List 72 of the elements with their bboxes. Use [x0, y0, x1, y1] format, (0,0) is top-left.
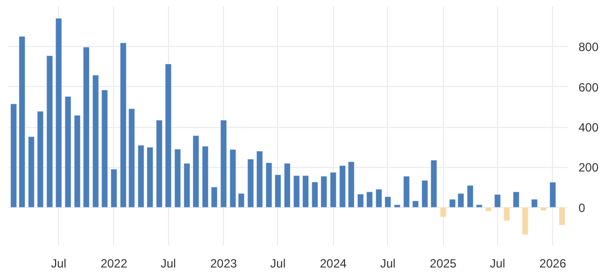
bar: [256, 150, 263, 208]
bar: [64, 96, 72, 208]
bar: [302, 175, 309, 208]
bar: [531, 199, 538, 208]
bar: [540, 207, 547, 211]
bar: [192, 135, 200, 208]
bar: [37, 111, 44, 208]
x-tick-label: 2023: [210, 256, 238, 270]
bar: [92, 74, 99, 208]
bar: [165, 64, 172, 208]
bar: [339, 165, 346, 208]
bar: [138, 145, 144, 208]
bar: [394, 204, 400, 208]
bar: [120, 42, 126, 208]
bar: [28, 136, 35, 208]
y-tick-label: 200: [578, 160, 599, 175]
bar: [284, 163, 291, 208]
bar: [412, 200, 419, 208]
bar: [83, 46, 90, 208]
x-tick-label: 2024: [320, 256, 347, 270]
bar: [312, 182, 318, 208]
y-tick-label: 0: [578, 200, 586, 215]
x-tick-label: Jul: [270, 256, 286, 270]
bar: [202, 146, 208, 208]
bar: [320, 176, 328, 208]
bar: [330, 172, 336, 208]
bar: [440, 207, 446, 218]
bar: [476, 204, 482, 208]
bar: [384, 196, 392, 208]
bar: [466, 185, 474, 208]
bar: [430, 160, 438, 208]
x-tick-label: Jul: [160, 256, 176, 270]
bar: [266, 162, 272, 208]
bar: [512, 192, 520, 208]
bar: [146, 147, 154, 208]
y-tick-label: 400: [578, 120, 599, 135]
bar: [274, 174, 282, 208]
bar: [55, 18, 62, 208]
bar: [550, 182, 556, 208]
bar: [422, 180, 428, 208]
bar: [247, 158, 254, 208]
bar: [494, 194, 501, 208]
bar: [184, 163, 190, 208]
bar: [174, 148, 181, 208]
y-tick-label: 800: [578, 40, 599, 54]
bar: [357, 194, 364, 208]
x-tick-label: 2022: [100, 256, 128, 270]
bar: [403, 176, 410, 208]
bar: [522, 207, 528, 235]
bar: [128, 108, 135, 208]
bar: [46, 55, 53, 208]
bar: [504, 207, 510, 222]
bar: [485, 207, 492, 212]
bar: [348, 162, 354, 208]
bar: [156, 120, 163, 208]
bar: [376, 189, 382, 208]
bar: [110, 168, 118, 208]
bar: [220, 120, 227, 208]
y-tick-label: 600: [578, 80, 599, 94]
x-tick-label: Jul: [380, 256, 396, 270]
bar: [293, 175, 300, 208]
bar: [101, 90, 108, 208]
x-tick-label: Jul: [490, 256, 506, 270]
bar: [366, 192, 373, 208]
x-tick-label: Jul: [50, 256, 66, 270]
bar: [211, 186, 218, 208]
bar: [558, 207, 566, 226]
bar: [238, 193, 245, 208]
bar: [74, 115, 81, 208]
bar: [230, 149, 236, 208]
x-tick-label: 2026: [539, 256, 566, 270]
x-tick-label: 2025: [430, 256, 457, 270]
